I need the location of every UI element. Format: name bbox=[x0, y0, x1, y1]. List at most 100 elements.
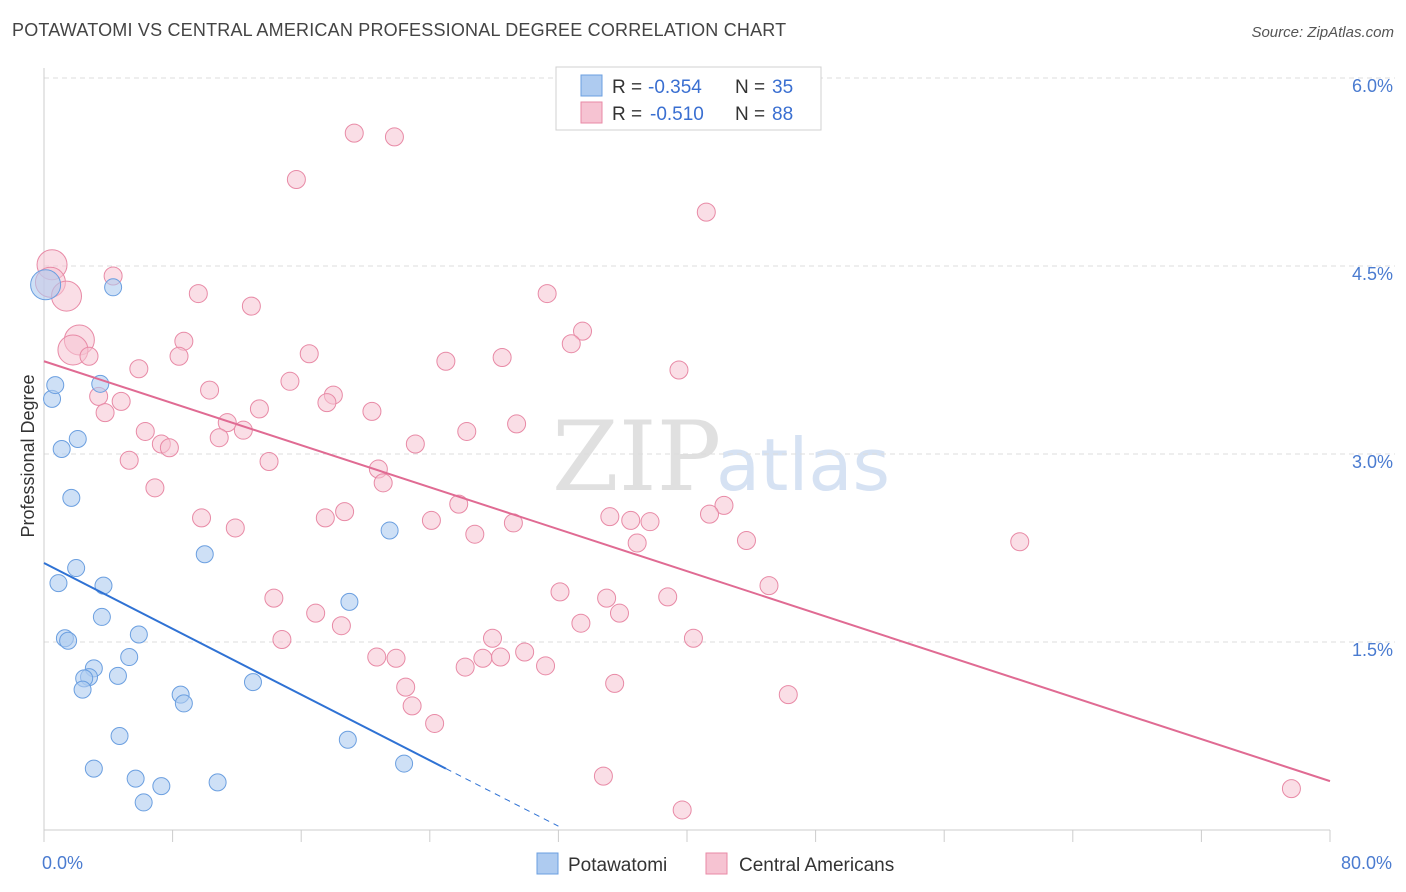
point-potawatomi-14 bbox=[92, 607, 111, 626]
point-potawatomi-33 bbox=[208, 773, 227, 792]
legend-n-label-0: N = bbox=[735, 77, 765, 98]
point-potawatomi-34 bbox=[134, 793, 153, 812]
point-central-americans-70 bbox=[331, 616, 351, 636]
point-central-americans-3 bbox=[696, 202, 716, 222]
legend-swatch-potawatomi bbox=[580, 74, 603, 97]
point-potawatomi-12 bbox=[94, 576, 113, 595]
point-central-americans-65 bbox=[658, 587, 678, 607]
point-potawatomi-32 bbox=[152, 777, 171, 796]
point-central-americans-88 bbox=[1281, 779, 1301, 799]
point-central-americans-11 bbox=[573, 321, 593, 341]
point-central-americans-73 bbox=[683, 628, 703, 648]
legend-n-value-1: 88 bbox=[772, 104, 793, 125]
y-tick-labels: 1.5% 3.0% 4.5% 6.0% bbox=[1352, 76, 1393, 660]
point-central-americans-24 bbox=[200, 380, 220, 400]
point-central-americans-51 bbox=[600, 507, 620, 527]
point-potawatomi-18 bbox=[120, 648, 139, 667]
chart-title: POTAWATOMI VS CENTRAL AMERICAN PROFESSIO… bbox=[12, 20, 787, 40]
point-central-americans-62 bbox=[759, 576, 779, 596]
point-potawatomi-30 bbox=[84, 759, 103, 778]
point-central-americans-55 bbox=[640, 512, 660, 532]
point-central-americans-29 bbox=[249, 399, 269, 419]
point-central-americans-9 bbox=[241, 296, 261, 316]
point-potawatomi-1 bbox=[104, 278, 123, 297]
x-ticks bbox=[43, 830, 1331, 842]
point-central-americans-60 bbox=[736, 530, 756, 550]
trend-line-potawatomi bbox=[43, 562, 447, 770]
point-central-americans-72 bbox=[482, 628, 502, 648]
point-central-americans-57 bbox=[225, 518, 245, 538]
point-central-americans-8 bbox=[188, 284, 208, 304]
point-potawatomi-0 bbox=[30, 269, 62, 301]
watermark: ZIP atlas bbox=[552, 401, 890, 513]
legend-r-label-0: R = bbox=[612, 77, 642, 98]
bottom-legend: Potawatomi Central Americans bbox=[536, 852, 894, 876]
point-central-americans-42 bbox=[119, 450, 139, 470]
point-central-americans-27 bbox=[111, 391, 131, 411]
point-central-americans-37 bbox=[209, 428, 229, 448]
point-central-americans-41 bbox=[259, 452, 279, 472]
point-potawatomi-3 bbox=[46, 376, 65, 395]
point-central-americans-80 bbox=[536, 656, 556, 676]
point-central-americans-10 bbox=[537, 284, 557, 304]
point-potawatomi-29 bbox=[395, 754, 414, 773]
point-central-americans-58 bbox=[465, 524, 485, 544]
series-potawatomi bbox=[30, 269, 414, 812]
point-central-americans-22 bbox=[129, 359, 149, 379]
point-central-americans-1 bbox=[384, 127, 404, 147]
point-central-americans-82 bbox=[605, 673, 625, 693]
legend-n-label-1: N = bbox=[735, 104, 765, 125]
legend-r-value-1: -0.510 bbox=[650, 104, 704, 125]
point-central-americans-18 bbox=[169, 346, 189, 366]
point-central-americans-32 bbox=[217, 413, 237, 433]
point-central-americans-63 bbox=[550, 582, 570, 602]
point-central-americans-31 bbox=[95, 403, 115, 423]
point-central-americans-17 bbox=[299, 344, 319, 364]
legend-n-value-0: 35 bbox=[772, 77, 793, 98]
point-central-americans-44 bbox=[373, 473, 393, 493]
point-central-americans-74 bbox=[367, 647, 387, 667]
watermark-atlas: atlas bbox=[716, 423, 890, 507]
point-central-americans-12 bbox=[561, 334, 581, 354]
source-credit: Source: ZipAtlas.com bbox=[1251, 24, 1394, 41]
point-central-americans-50 bbox=[315, 508, 335, 528]
point-central-americans-85 bbox=[425, 713, 445, 733]
bottom-legend-swatch-potawatomi bbox=[536, 852, 559, 875]
point-central-americans-34 bbox=[507, 414, 527, 434]
point-central-americans-16 bbox=[79, 346, 99, 366]
legend-swatch-central-americans bbox=[580, 101, 603, 124]
point-potawatomi-23 bbox=[243, 673, 262, 692]
point-potawatomi-28 bbox=[338, 730, 357, 749]
point-central-americans-78 bbox=[515, 642, 535, 662]
point-central-americans-54 bbox=[621, 510, 641, 530]
point-central-americans-64 bbox=[597, 588, 617, 608]
point-central-americans-53 bbox=[421, 510, 441, 530]
point-central-americans-67 bbox=[306, 603, 326, 623]
gridlines bbox=[44, 77, 1395, 643]
point-central-americans-75 bbox=[386, 648, 406, 668]
point-potawatomi-26 bbox=[174, 694, 193, 713]
point-central-americans-47 bbox=[714, 495, 734, 515]
legend: R = -0.354 N = 35 R = -0.510 N = 88 bbox=[555, 66, 822, 131]
trend-lines bbox=[43, 360, 1331, 827]
y-axis-title: Professional Degree bbox=[18, 374, 38, 537]
point-central-americans-45 bbox=[145, 478, 165, 498]
point-central-americans-40 bbox=[405, 434, 425, 454]
point-potawatomi-17 bbox=[129, 625, 148, 644]
point-potawatomi-16 bbox=[59, 631, 78, 650]
point-central-americans-0 bbox=[344, 123, 364, 143]
point-potawatomi-31 bbox=[126, 769, 145, 788]
legend-r-value-0: -0.354 bbox=[648, 77, 702, 98]
watermark-zip: ZIP bbox=[552, 401, 721, 513]
point-potawatomi-13 bbox=[340, 592, 359, 611]
point-central-americans-83 bbox=[778, 685, 798, 705]
point-central-americans-46 bbox=[449, 494, 469, 514]
point-central-americans-77 bbox=[491, 647, 511, 667]
y-tick-label-0: 1.5% bbox=[1352, 640, 1393, 660]
point-central-americans-59 bbox=[627, 533, 647, 553]
bottom-legend-swatch-central-americans bbox=[705, 852, 728, 875]
y-tick-label-2: 4.5% bbox=[1352, 264, 1393, 284]
point-central-americans-69 bbox=[571, 613, 591, 633]
point-central-americans-61 bbox=[1010, 532, 1030, 552]
